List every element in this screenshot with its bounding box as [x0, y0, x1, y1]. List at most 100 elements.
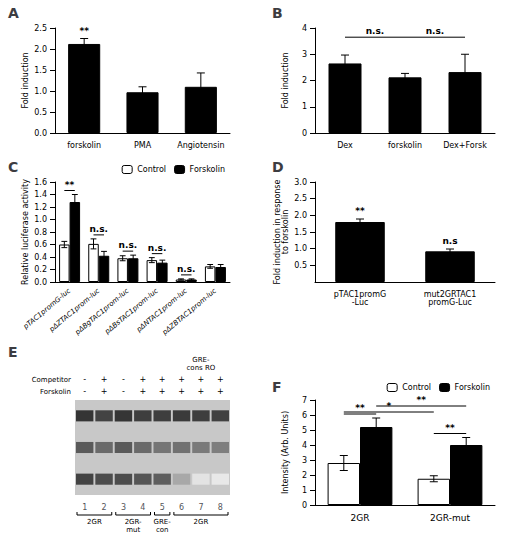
svg-text:2GR-: 2GR- [125, 518, 142, 526]
svg-text:cons RO: cons RO [187, 364, 216, 372]
svg-text:Fold induction: Fold induction [281, 52, 290, 108]
svg-text:0: 0 [302, 501, 307, 510]
svg-text:+: + [178, 375, 185, 384]
svg-text:1: 1 [302, 102, 307, 111]
svg-text:pTAC1promG-luc: pTAC1promG-luc [21, 287, 72, 332]
svg-text:E: E [8, 344, 18, 360]
svg-text:pΔBgTAC1prom-luc: pΔBgTAC1prom-luc [73, 287, 131, 337]
svg-text:2GR: 2GR [351, 513, 370, 523]
svg-text:n.s.: n.s. [366, 26, 385, 36]
svg-text:1.5: 1.5 [34, 66, 47, 75]
svg-text:-: - [83, 375, 86, 384]
svg-text:+: + [159, 387, 166, 396]
svg-text:2GR: 2GR [194, 518, 209, 526]
svg-text:4: 4 [302, 24, 307, 33]
svg-text:4: 4 [140, 503, 145, 512]
svg-text:pΔZBTAC1prom-luc: pΔZBTAC1prom-luc [160, 287, 218, 337]
svg-text:7: 7 [302, 396, 307, 405]
svg-text:n.s: n.s [442, 236, 457, 246]
svg-text:Control: Control [137, 165, 166, 174]
svg-text:1: 1 [82, 503, 87, 512]
svg-text:8: 8 [218, 503, 223, 512]
svg-text:Angiotensin: Angiotensin [177, 141, 224, 150]
svg-text:Competitor: Competitor [32, 376, 71, 384]
svg-text:+: + [198, 375, 205, 384]
svg-text:forskolin: forskolin [67, 141, 101, 150]
svg-text:Control: Control [402, 383, 431, 392]
svg-text:mut: mut [126, 526, 140, 534]
svg-text:Forskolin: Forskolin [455, 383, 490, 392]
svg-text:pΔZTAC1prom-luc: pΔZTAC1prom-luc [47, 287, 101, 334]
svg-text:n.s.: n.s. [426, 26, 445, 36]
svg-text:1.5: 1.5 [294, 228, 307, 237]
svg-text:2GR: 2GR [87, 518, 102, 526]
svg-text:0.0: 0.0 [34, 129, 47, 138]
svg-text:forskolin: forskolin [388, 141, 422, 150]
svg-text:+: + [139, 375, 146, 384]
svg-text:2.0: 2.0 [294, 211, 307, 220]
svg-text:GRE-: GRE- [154, 518, 172, 526]
svg-text:**: ** [355, 206, 365, 216]
svg-text:3: 3 [302, 50, 307, 59]
svg-text:5: 5 [302, 426, 307, 435]
svg-text:0.6: 0.6 [34, 240, 47, 249]
svg-text:+: + [101, 387, 108, 396]
svg-text:F: F [272, 379, 282, 395]
svg-text:2: 2 [302, 471, 307, 480]
svg-text:-: - [122, 387, 125, 396]
svg-text:GRE-: GRE- [192, 356, 210, 364]
svg-text:0.4: 0.4 [34, 253, 47, 262]
svg-text:2GR-mut: 2GR-mut [430, 513, 470, 523]
svg-text:1.0: 1.0 [34, 215, 47, 224]
svg-text:Relative luciferase activity: Relative luciferase activity [21, 179, 30, 285]
svg-text:PMA: PMA [134, 141, 152, 150]
svg-text:2: 2 [102, 503, 107, 512]
svg-text:promG-Luc: promG-Luc [428, 298, 472, 307]
svg-text:0.8: 0.8 [34, 228, 47, 237]
svg-text:**: ** [445, 423, 455, 433]
svg-text:0.2: 0.2 [34, 265, 47, 274]
svg-text:n.s.: n.s. [119, 240, 138, 250]
svg-text:0.0: 0.0 [34, 278, 47, 287]
svg-text:3: 3 [121, 503, 126, 512]
svg-text:D: D [272, 159, 284, 175]
svg-text:con: con [156, 526, 169, 534]
svg-text:+: + [101, 375, 108, 384]
svg-text:5: 5 [160, 503, 165, 512]
svg-text:n.s.: n.s. [89, 224, 108, 234]
svg-text:2.5: 2.5 [294, 194, 307, 203]
svg-text:-: - [122, 375, 125, 384]
svg-text:3.0: 3.0 [294, 178, 307, 187]
svg-text:2: 2 [302, 76, 307, 85]
svg-text:**: ** [79, 26, 89, 36]
svg-text:0.5: 0.5 [294, 261, 307, 270]
svg-text:to forskolin: to forskolin [281, 210, 290, 255]
svg-text:+: + [217, 375, 224, 384]
svg-text:+: + [178, 387, 185, 396]
svg-text:-Luc: -Luc [352, 298, 369, 307]
svg-text:6: 6 [179, 503, 184, 512]
svg-text:**: ** [416, 395, 426, 405]
svg-text:n.s.: n.s. [177, 264, 196, 274]
svg-text:1.0: 1.0 [294, 244, 307, 253]
svg-text:6: 6 [302, 411, 307, 420]
svg-text:+: + [139, 387, 146, 396]
svg-text:Dex+Forsk: Dex+Forsk [443, 141, 487, 150]
svg-text:+: + [198, 387, 205, 396]
svg-text:Fold induction: Fold induction [21, 52, 30, 108]
svg-text:Dex: Dex [337, 141, 353, 150]
svg-text:7: 7 [198, 503, 203, 512]
svg-text:Forskolin: Forskolin [40, 388, 71, 396]
svg-text:1.0: 1.0 [34, 87, 47, 96]
svg-text:**: ** [65, 180, 75, 190]
svg-text:0: 0 [302, 129, 307, 138]
svg-text:0.5: 0.5 [34, 108, 47, 117]
svg-text:-: - [83, 387, 86, 396]
svg-text:2.0: 2.0 [34, 45, 47, 54]
svg-text:Intensity (Arb. Units): Intensity (Arb. Units) [281, 411, 290, 494]
svg-text:pΔNTAC1prom-luc: pΔNTAC1prom-luc [134, 287, 189, 335]
svg-text:2.5: 2.5 [34, 24, 47, 33]
svg-text:+: + [217, 387, 224, 396]
svg-text:+: + [159, 375, 166, 384]
svg-text:1.4: 1.4 [34, 190, 47, 199]
